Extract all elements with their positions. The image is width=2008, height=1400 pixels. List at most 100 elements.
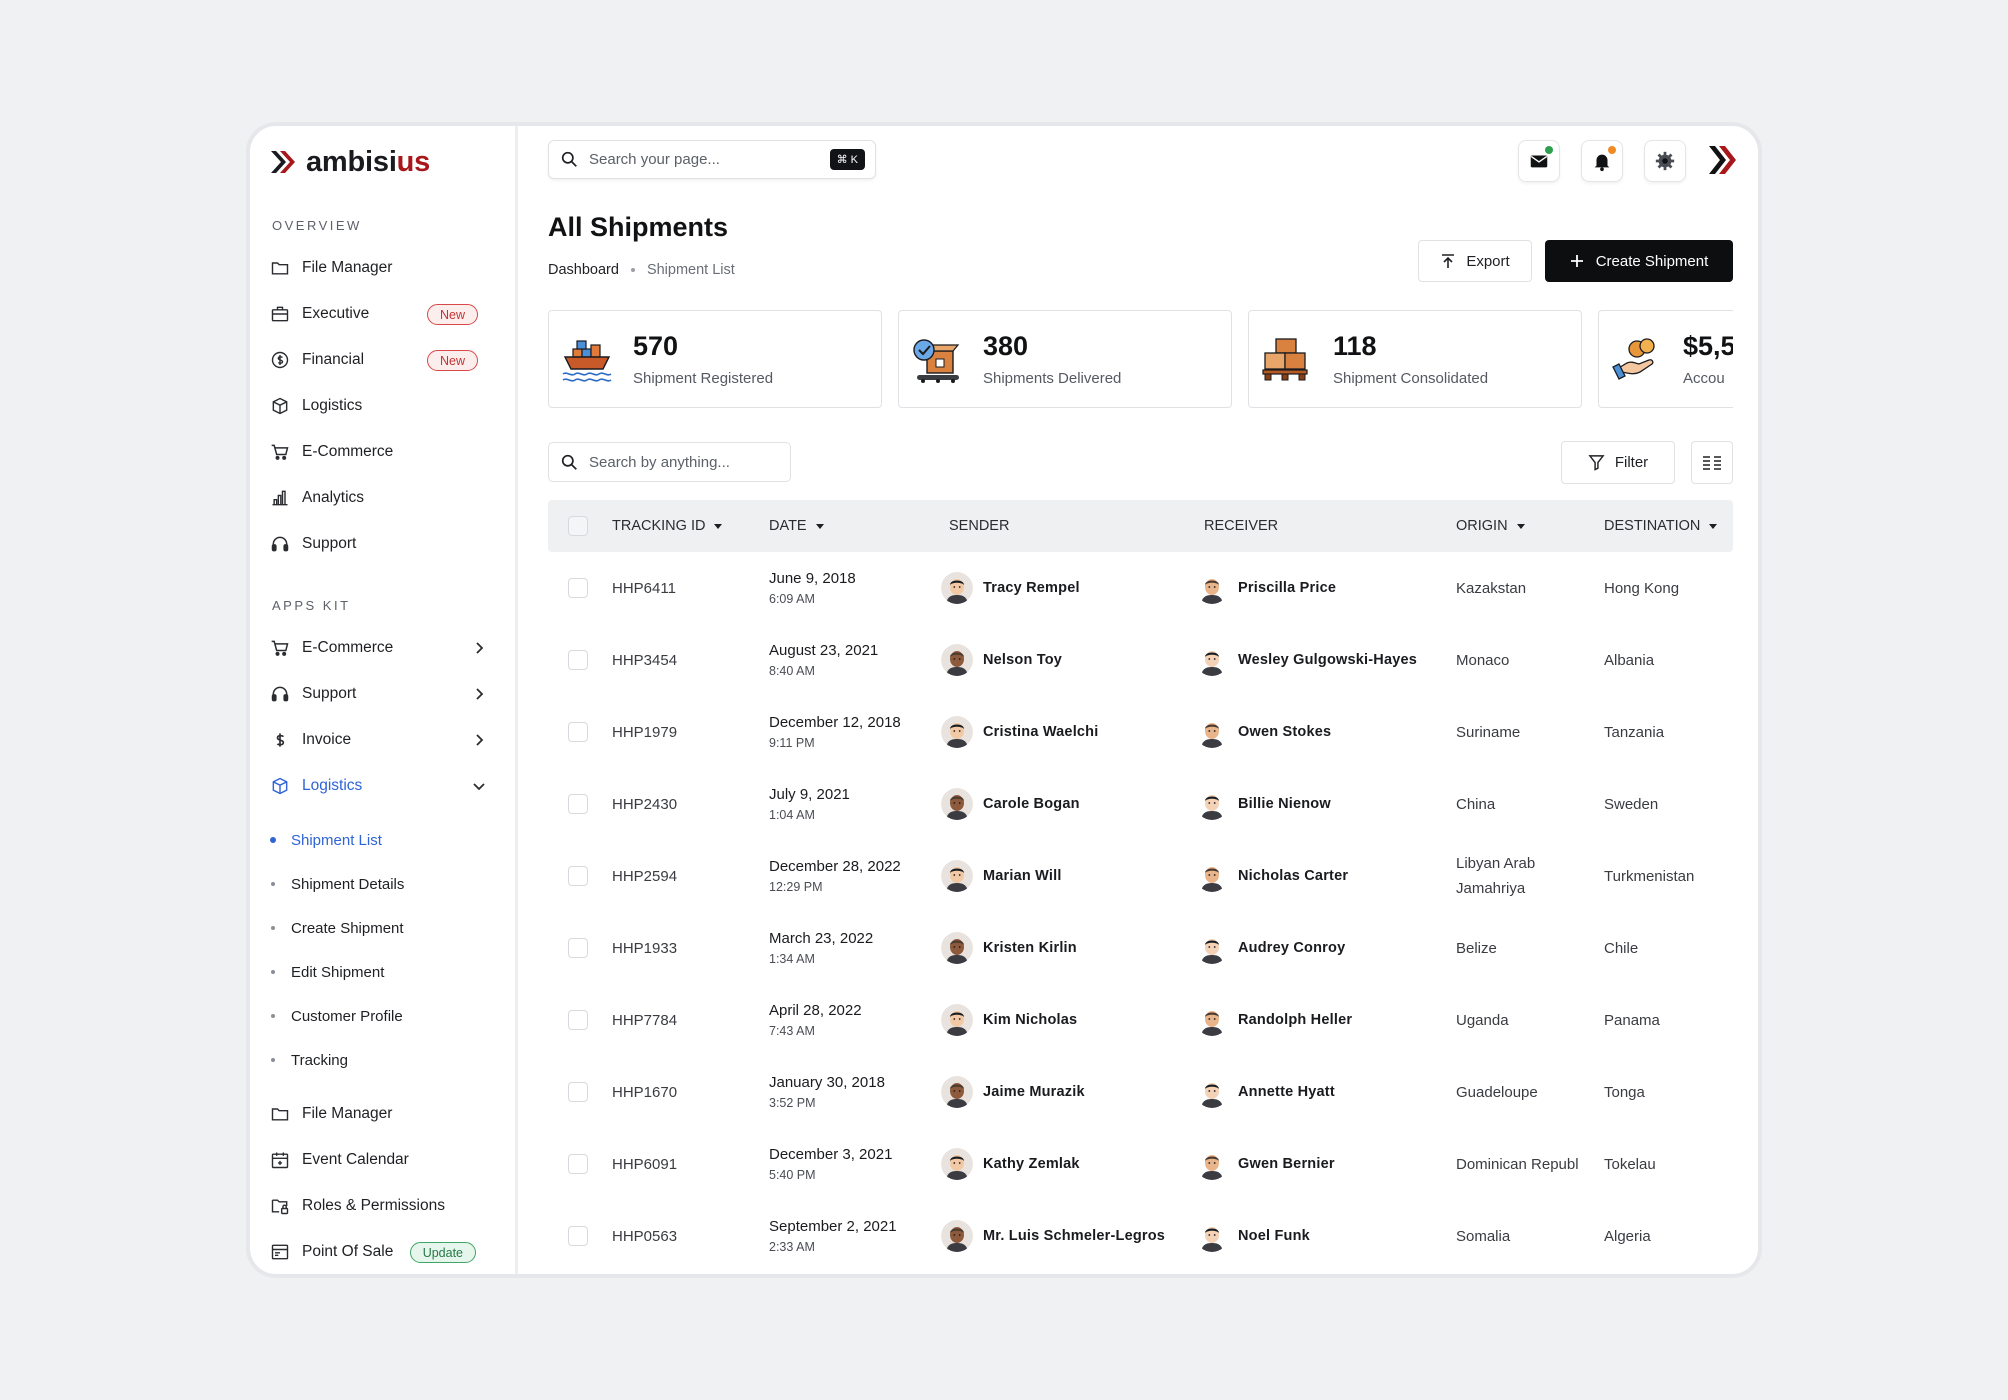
origin-cell: Somalia <box>1456 1227 1511 1245</box>
origin-cell: Belize <box>1456 939 1497 957</box>
section-label-overview: OVERVIEW <box>272 218 362 233</box>
sidebar-item-logistics[interactable]: Logistics <box>268 388 498 424</box>
sidebar-item-bottom-file-manager[interactable]: File Manager <box>268 1096 498 1132</box>
sidebar-item-event-calendar[interactable]: Event Calendar <box>268 1142 498 1178</box>
plus-icon <box>1570 255 1583 267</box>
date-cell: December 3, 2021 5:40 PM <box>769 1146 893 1182</box>
sender-cell: Kathy Zemlak <box>941 1128 1080 1200</box>
column-header-tracking-id[interactable]: TRACKING ID <box>612 500 723 552</box>
stat-card-registered[interactable]: 570 Shipment Registered <box>548 310 882 408</box>
sender-cell: Marian Will <box>941 840 1062 912</box>
column-header-receiver[interactable]: RECEIVER <box>1204 518 1279 534</box>
column-header-date[interactable]: DATE <box>769 500 825 552</box>
sidebar-item-apps-logistics[interactable]: Logistics <box>268 768 498 804</box>
breadcrumb-dashboard[interactable]: Dashboard <box>548 262 619 278</box>
coins-hand-icon <box>1612 338 1655 380</box>
origin-cell: Suriname <box>1456 723 1521 741</box>
breadcrumb-separator <box>630 268 635 272</box>
select-all-checkbox[interactable] <box>568 516 588 536</box>
sidebar-item-apps-invoice[interactable]: Invoice <box>268 722 498 758</box>
box-icon <box>268 394 292 418</box>
dollar-icon <box>268 728 292 752</box>
table-row[interactable]: HHP1670 January 30, 2018 3:52 PM Jaime M… <box>548 1056 1733 1128</box>
date-cell: July 9, 2021 1:04 AM <box>769 786 850 822</box>
notifications-button[interactable] <box>1581 140 1623 182</box>
sidebar: ambisius OVERVIEW File Manager Executive… <box>250 126 518 1274</box>
columns-view-button[interactable] <box>1691 441 1733 484</box>
breadcrumb-current: Shipment List <box>646 262 735 278</box>
sidebar-item-financial[interactable]: Financial New <box>268 342 498 378</box>
row-checkbox[interactable] <box>568 938 588 958</box>
global-search-input[interactable]: Search your page... ⌘ K <box>548 140 876 179</box>
brand-logo[interactable]: ambisius <box>268 142 430 182</box>
sort-caret-icon <box>1516 524 1525 529</box>
table-row[interactable]: HHP3454 August 23, 2021 8:40 AM Nelson T… <box>548 624 1733 696</box>
destination-cell: Panama <box>1604 1011 1660 1029</box>
sidebar-item-executive[interactable]: Executive New <box>268 296 498 332</box>
bullet-icon <box>271 1014 275 1018</box>
avatar <box>1196 1220 1228 1252</box>
stat-card-accounts[interactable]: $5,5 Accou <box>1598 310 1733 408</box>
sidebar-subitem-tracking[interactable]: Tracking <box>270 1045 490 1075</box>
row-checkbox[interactable] <box>568 722 588 742</box>
sidebar-item-ecommerce[interactable]: E-Commerce <box>268 434 498 470</box>
row-checkbox[interactable] <box>568 794 588 814</box>
cart-icon <box>268 440 292 464</box>
stat-card-consolidated[interactable]: 118 Shipment Consolidated <box>1248 310 1582 408</box>
table-row[interactable]: HHP2430 July 9, 2021 1:04 AM Carole Boga… <box>548 768 1733 840</box>
stat-value: 570 <box>633 331 679 361</box>
avatar <box>941 716 973 748</box>
sidebar-item-support[interactable]: Support <box>268 526 498 562</box>
row-checkbox[interactable] <box>568 1226 588 1246</box>
row-checkbox[interactable] <box>568 866 588 886</box>
calendar-icon <box>268 1148 292 1172</box>
receiver-cell: Priscilla Price <box>1196 552 1336 624</box>
settings-button[interactable] <box>1644 140 1686 182</box>
row-checkbox[interactable] <box>568 578 588 598</box>
sidebar-item-analytics[interactable]: Analytics <box>268 480 498 516</box>
table-row[interactable]: HHP6411 June 9, 2018 6:09 AM Tracy Rempe… <box>548 552 1733 624</box>
collapse-chevrons-icon[interactable] <box>1706 142 1740 178</box>
sidebar-subitem-customer-profile[interactable]: Customer Profile <box>270 1001 490 1031</box>
sidebar-subitem-create-shipment[interactable]: Create Shipment <box>270 913 490 943</box>
table-row[interactable]: HHP0563 September 2, 2021 2:33 AM Mr. Lu… <box>548 1200 1733 1272</box>
create-shipment-button[interactable]: Create Shipment <box>1545 240 1733 282</box>
export-button[interactable]: Export <box>1418 240 1532 282</box>
destination-cell: Albania <box>1604 651 1655 669</box>
sidebar-item-apps-support[interactable]: Support <box>268 676 498 712</box>
sidebar-item-roles-permissions[interactable]: Roles & Permissions <box>268 1188 498 1224</box>
sidebar-item-point-of-sale[interactable]: Point Of Sale Update <box>268 1234 498 1270</box>
stat-card-delivered[interactable]: 380 Shipments Delivered <box>898 310 1232 408</box>
tracking-id-cell: HHP7784 <box>612 1011 678 1029</box>
receiver-cell: Annette Hyatt <box>1196 1056 1335 1128</box>
mail-button[interactable] <box>1518 140 1560 182</box>
sidebar-item-file-manager[interactable]: File Manager <box>268 250 498 286</box>
dollar-circle-icon <box>268 348 292 372</box>
stat-label: Shipment Registered <box>633 370 774 387</box>
table-row[interactable]: HHP6091 December 3, 2021 5:40 PM Kathy Z… <box>548 1128 1733 1200</box>
table-row[interactable]: HHP1979 December 12, 2018 9:11 PM Cristi… <box>548 696 1733 768</box>
row-checkbox[interactable] <box>568 1082 588 1102</box>
sidebar-subitem-shipment-list[interactable]: Shipment List <box>270 825 490 855</box>
receiver-cell: Billie Nienow <box>1196 768 1331 840</box>
bullet-icon <box>271 926 275 930</box>
sidebar-item-apps-ecommerce[interactable]: E-Commerce <box>268 630 498 666</box>
bullet-icon <box>271 1058 275 1062</box>
origin-cell: Uganda <box>1456 1011 1509 1029</box>
row-checkbox[interactable] <box>568 1010 588 1030</box>
column-header-destination[interactable]: DESTINATION <box>1604 500 1718 552</box>
sidebar-subitem-shipment-details[interactable]: Shipment Details <box>270 869 490 899</box>
table-row[interactable]: HHP2594 December 28, 2022 12:29 PM Maria… <box>548 840 1733 912</box>
table-row[interactable]: HHP7784 April 28, 2022 7:43 AM Kim Nicho… <box>548 984 1733 1056</box>
table-search-input[interactable]: Search by anything... <box>548 442 791 482</box>
tracking-id-cell: HHP2594 <box>612 867 678 885</box>
row-checkbox[interactable] <box>568 650 588 670</box>
sidebar-subitem-edit-shipment[interactable]: Edit Shipment <box>270 957 490 987</box>
filter-button[interactable]: Filter <box>1561 441 1675 484</box>
upload-icon <box>1442 254 1455 268</box>
row-checkbox[interactable] <box>568 1154 588 1174</box>
column-header-origin[interactable]: ORIGIN <box>1456 500 1526 552</box>
column-header-sender[interactable]: SENDER <box>949 518 1010 534</box>
tracking-id-cell: HHP1979 <box>612 723 678 741</box>
table-row[interactable]: HHP1933 March 23, 2022 1:34 AM Kristen K… <box>548 912 1733 984</box>
